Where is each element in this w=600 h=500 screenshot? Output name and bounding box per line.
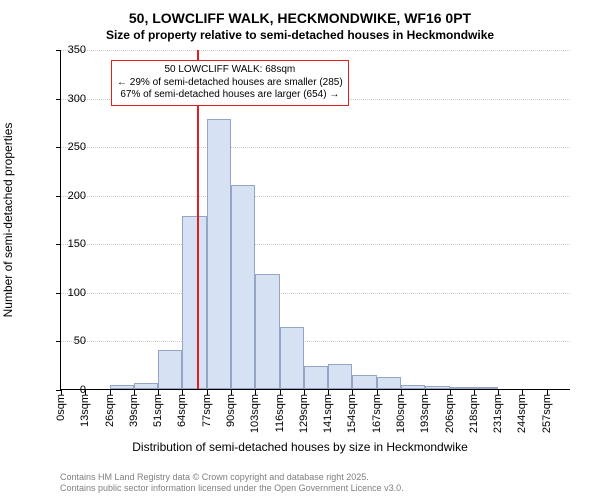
histogram-bar	[328, 364, 352, 389]
xtick-label: 51sqm	[152, 394, 164, 427]
ytick-label: 100	[46, 287, 86, 299]
histogram-bar	[401, 385, 425, 389]
xtick-label: 193sqm	[419, 394, 431, 433]
xtick-label: 64sqm	[176, 394, 188, 427]
histogram-bar	[280, 327, 304, 389]
ytick-label: 350	[46, 44, 86, 56]
xtick-label: 206sqm	[444, 394, 456, 433]
histogram-bar	[231, 185, 255, 389]
histogram-bar	[110, 385, 134, 389]
histogram-bar	[352, 375, 376, 389]
chart-subtitle: Size of property relative to semi-detach…	[0, 28, 600, 42]
xtick-label: 231sqm	[492, 394, 504, 433]
chart-area: 0sqm13sqm26sqm39sqm51sqm64sqm77sqm90sqm1…	[60, 50, 570, 390]
xtick-label: 244sqm	[516, 394, 528, 433]
xtick-label: 116sqm	[274, 394, 286, 432]
ytick-label: 50	[46, 335, 86, 347]
gridline	[61, 293, 570, 294]
xtick-label: 257sqm	[541, 394, 553, 433]
x-axis-label: Distribution of semi-detached houses by …	[0, 440, 600, 454]
histogram-bar	[474, 387, 498, 389]
histogram-bar	[207, 119, 231, 389]
histogram-bar	[255, 274, 279, 389]
gridline	[61, 196, 570, 197]
footer-attribution: Contains HM Land Registry data © Crown c…	[60, 472, 404, 495]
ytick-label: 0	[46, 384, 86, 396]
xtick-label: 129sqm	[298, 394, 310, 433]
y-axis-label: Number of semi-detached properties	[1, 123, 15, 318]
annotation-box: 50 LOWCLIFF WALK: 68sqm← 29% of semi-det…	[111, 60, 349, 106]
plot-area: 0sqm13sqm26sqm39sqm51sqm64sqm77sqm90sqm1…	[60, 50, 570, 390]
ytick-label: 250	[46, 141, 86, 153]
xtick-label: 141sqm	[322, 394, 334, 433]
xtick-label: 218sqm	[468, 394, 480, 433]
annotation-line-2: ← 29% of semi-detached houses are smalle…	[117, 77, 343, 90]
xtick-label: 154sqm	[346, 394, 358, 433]
histogram-bar	[182, 216, 206, 389]
xtick-label: 167sqm	[371, 394, 383, 433]
gridline	[61, 341, 570, 342]
histogram-bar	[425, 386, 449, 389]
gridline	[61, 50, 570, 51]
histogram-bar	[377, 377, 401, 389]
ytick-label: 300	[46, 93, 86, 105]
xtick-label: 103sqm	[249, 394, 261, 433]
histogram-bar	[158, 350, 182, 389]
annotation-line-1: 50 LOWCLIFF WALK: 68sqm	[117, 64, 343, 77]
histogram-bar	[304, 366, 328, 389]
xtick-label: 77sqm	[201, 394, 213, 427]
xtick-label: 90sqm	[225, 394, 237, 427]
footer-line-1: Contains HM Land Registry data © Crown c…	[60, 472, 404, 483]
chart-title: 50, LOWCLIFF WALK, HECKMONDWIKE, WF16 0P…	[0, 0, 600, 26]
gridline	[61, 147, 570, 148]
annotation-line-3: 67% of semi-detached houses are larger (…	[117, 89, 343, 102]
footer-line-2: Contains public sector information licen…	[60, 483, 404, 494]
xtick-label: 39sqm	[128, 394, 140, 427]
histogram-bar	[134, 383, 158, 389]
ytick-label: 200	[46, 190, 86, 202]
xtick-label: 180sqm	[395, 394, 407, 433]
xtick-label: 13sqm	[79, 394, 91, 427]
ytick-label: 150	[46, 238, 86, 250]
xtick-label: 26sqm	[104, 394, 116, 427]
xtick-label: 0sqm	[55, 394, 67, 421]
gridline	[61, 244, 570, 245]
histogram-bar	[450, 387, 474, 389]
